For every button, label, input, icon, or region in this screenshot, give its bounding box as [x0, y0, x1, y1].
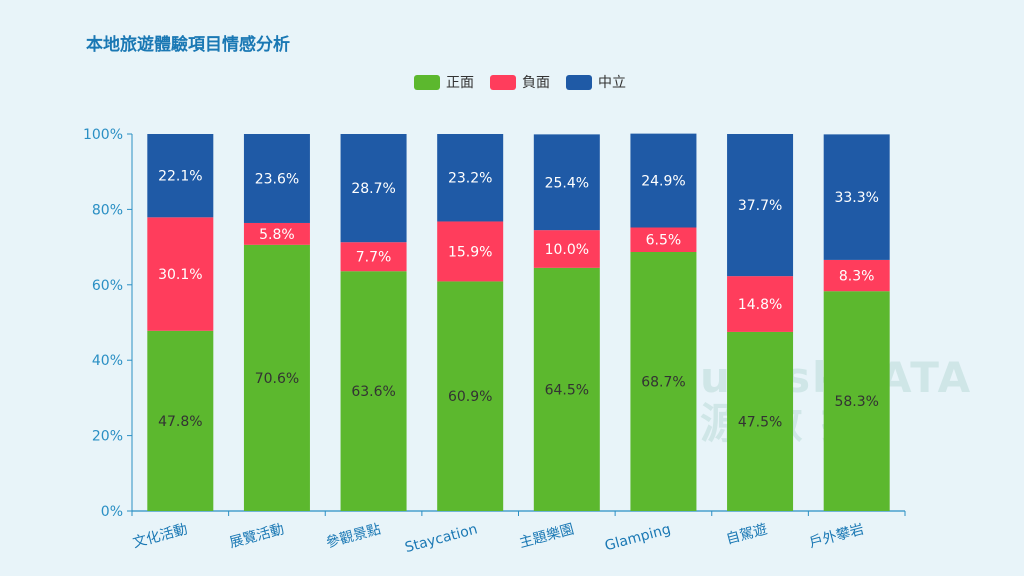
- bar-negative: [727, 276, 794, 332]
- bar-positive: [727, 331, 794, 511]
- data-label-neutral: 33.3%: [834, 190, 878, 206]
- data-label-negative: 30.1%: [158, 267, 202, 283]
- chart-title: 本地旅遊體驗項目情感分析: [86, 35, 290, 55]
- data-label-positive: 63.6%: [351, 384, 395, 400]
- data-label-negative: 6.5%: [646, 233, 682, 249]
- bar-negative: [533, 230, 600, 268]
- y-tick-label: 0%: [101, 504, 123, 520]
- bar-positive: [340, 271, 407, 511]
- bar-negative: [340, 242, 407, 272]
- legend-item-negative[interactable]: 負面: [490, 72, 550, 92]
- legend-swatch-negative: [490, 74, 516, 90]
- bar-negative: [437, 221, 504, 282]
- bar-negative: [147, 217, 214, 331]
- bar-negative: [243, 222, 310, 245]
- y-tick-label: 40%: [92, 353, 123, 369]
- data-label-neutral: 23.2%: [448, 171, 492, 187]
- bar-neutral: [533, 134, 600, 231]
- data-label-neutral: 28.7%: [351, 181, 395, 197]
- bar-positive: [243, 244, 310, 511]
- legend-item-neutral[interactable]: 中立: [566, 72, 626, 92]
- legend-label-positive: 正面: [446, 75, 474, 91]
- data-label-negative: 14.8%: [738, 297, 782, 313]
- y-tick-label: 100%: [83, 127, 123, 143]
- bar-positive: [630, 252, 697, 511]
- legend-swatch-neutral: [566, 74, 592, 90]
- bar-negative: [630, 227, 697, 253]
- data-label-positive: 68.7%: [641, 375, 685, 391]
- data-label-positive: 64.5%: [545, 382, 589, 398]
- x-tick-label: Glamping: [603, 521, 672, 554]
- data-label-positive: 58.3%: [834, 394, 878, 410]
- data-label-neutral: 37.7%: [738, 198, 782, 214]
- data-label-negative: 15.9%: [448, 244, 492, 260]
- data-label-positive: 47.8%: [158, 414, 202, 430]
- legend: 正面 負面 中立: [414, 72, 626, 92]
- x-tick-label: 自駕遊: [724, 521, 769, 547]
- bar-positive: [147, 330, 214, 511]
- bar-neutral: [630, 133, 697, 228]
- bar-negative: [823, 259, 890, 292]
- data-label-negative: 5.8%: [259, 227, 295, 243]
- data-label-positive: 60.9%: [448, 389, 492, 405]
- data-label-neutral: 22.1%: [158, 169, 202, 185]
- bar-neutral: [243, 134, 310, 223]
- data-label-negative: 10.0%: [545, 242, 589, 258]
- legend-item-positive[interactable]: 正面: [414, 72, 474, 92]
- data-label-neutral: 23.6%: [255, 171, 299, 187]
- y-tick-label: 60%: [92, 278, 123, 294]
- bar-positive: [823, 291, 890, 511]
- bar-neutral: [727, 134, 794, 277]
- data-label-neutral: 25.4%: [545, 175, 589, 191]
- y-tick-label: 80%: [92, 202, 123, 218]
- bar-positive: [437, 281, 504, 511]
- legend-label-neutral: 中立: [598, 75, 626, 91]
- data-label-positive: 70.6%: [255, 371, 299, 387]
- data-label-neutral: 24.9%: [641, 174, 685, 190]
- bar-neutral: [437, 134, 504, 222]
- x-tick-label: Staycation: [403, 521, 479, 556]
- legend-swatch-positive: [414, 74, 440, 90]
- bar-positive: [533, 267, 600, 511]
- x-tick-label: 文化活動: [131, 521, 189, 551]
- legend-label-negative: 負面: [522, 75, 550, 91]
- bar-neutral: [340, 134, 407, 243]
- data-label-negative: 8.3%: [839, 269, 875, 285]
- x-tick-label: 參觀景點: [324, 521, 382, 551]
- bar-neutral: [823, 134, 890, 260]
- data-label-positive: 47.5%: [738, 414, 782, 430]
- x-tick-label: 展覽活動: [228, 521, 286, 551]
- bar-neutral: [147, 134, 214, 218]
- x-tick-label: 主題樂園: [517, 520, 575, 551]
- data-label-negative: 7.7%: [356, 250, 392, 266]
- x-tick-label: 戶外攀岩: [807, 521, 865, 551]
- y-tick-label: 20%: [92, 429, 123, 445]
